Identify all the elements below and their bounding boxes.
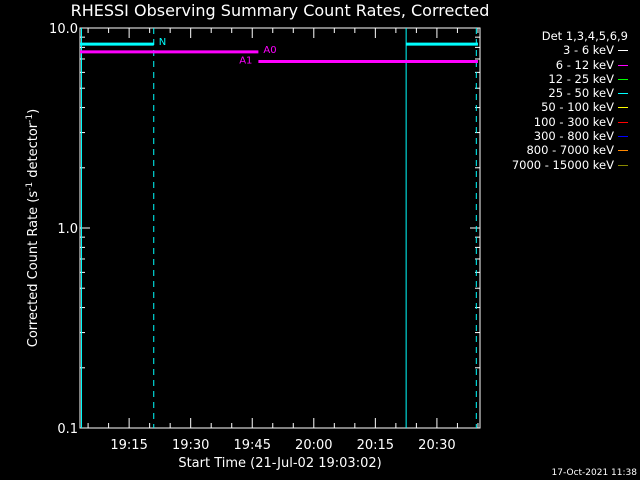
legend-entry-label: 7000 - 15000 keV xyxy=(511,157,614,172)
y-tick-label: 0.1 xyxy=(57,422,78,437)
state-bar-label: N xyxy=(159,37,166,48)
legend-swatch xyxy=(618,164,628,166)
legend-entry-label: 3 - 6 keV xyxy=(563,43,614,58)
legend-entry-label: 100 - 300 keV xyxy=(533,114,614,129)
attenuator-state-bars: N A0 A1 xyxy=(80,37,478,66)
legend-entry-label: 6 - 12 keV xyxy=(555,57,614,72)
state-transition-lines xyxy=(81,28,477,428)
legend-entry: 300 - 800 keV xyxy=(512,129,628,143)
x-tick-label: 19:15 xyxy=(110,438,147,453)
legend-entry-label: 50 - 100 keV xyxy=(541,100,614,115)
x-tick-label: 20:30 xyxy=(418,438,455,453)
legend-swatch xyxy=(618,136,628,138)
legend-entry: 7000 - 15000 keV xyxy=(512,158,628,172)
y-axis: 0.1 1.0 10.0 xyxy=(49,22,480,437)
legend-entry-label: 25 - 50 keV xyxy=(548,86,614,101)
legend-header: Det 1,3,4,5,6,9 xyxy=(541,29,628,43)
legend-entry-label: 12 - 25 keV xyxy=(548,71,614,86)
legend-entry: 3 - 6 keV xyxy=(512,43,628,57)
legend-entry: 50 - 100 keV xyxy=(512,100,628,114)
chart-title: RHESSI Observing Summary Count Rates, Co… xyxy=(70,1,490,20)
legend-entry-label: 300 - 800 keV xyxy=(533,129,614,144)
legend-items: 3 - 6 keV 6 - 12 keV 12 - 25 keV 25 - 50 ke… xyxy=(512,43,628,172)
legend-swatch xyxy=(618,150,628,152)
plot-frame xyxy=(79,27,481,429)
state-bar-label: A1 xyxy=(239,55,252,66)
state-bar-label: A0 xyxy=(263,45,276,56)
y-tick-label: 10.0 xyxy=(49,22,78,37)
x-axis: 19:15 19:30 19:45 20:00 20:15 20:30 xyxy=(87,28,479,453)
x-tick-label: 19:30 xyxy=(172,438,209,453)
legend: Det 1,3,4,5,6,9 3 - 6 keV 6 - 12 keV 12 - … xyxy=(512,29,628,172)
legend-entry: 6 - 12 keV xyxy=(512,58,628,72)
y-tick-label: 1.0 xyxy=(57,222,78,237)
legend-entry-label: 800 - 7000 keV xyxy=(526,143,614,158)
y-axis-label: Corrected Count Rate (s-1 detector-1) xyxy=(25,109,41,347)
legend-swatch xyxy=(618,121,628,123)
x-tick-label: 20:00 xyxy=(295,438,332,453)
x-tick-label: 19:45 xyxy=(234,438,271,453)
legend-entry: 800 - 7000 keV xyxy=(512,143,628,157)
legend-swatch xyxy=(618,93,628,95)
x-axis-label: Start Time (21-Jul-02 19:03:02) xyxy=(178,456,381,471)
legend-swatch xyxy=(618,64,628,66)
legend-swatch xyxy=(618,50,628,52)
footer-date: 17-Oct-2021 11:38 xyxy=(551,468,637,478)
legend-entry: 12 - 25 keV xyxy=(512,72,628,86)
legend-swatch xyxy=(618,107,628,109)
legend-entry: 100 - 300 keV xyxy=(512,115,628,129)
legend-entry: 25 - 50 keV xyxy=(512,86,628,100)
legend-swatch xyxy=(618,78,628,80)
x-tick-label: 20:15 xyxy=(357,438,394,453)
